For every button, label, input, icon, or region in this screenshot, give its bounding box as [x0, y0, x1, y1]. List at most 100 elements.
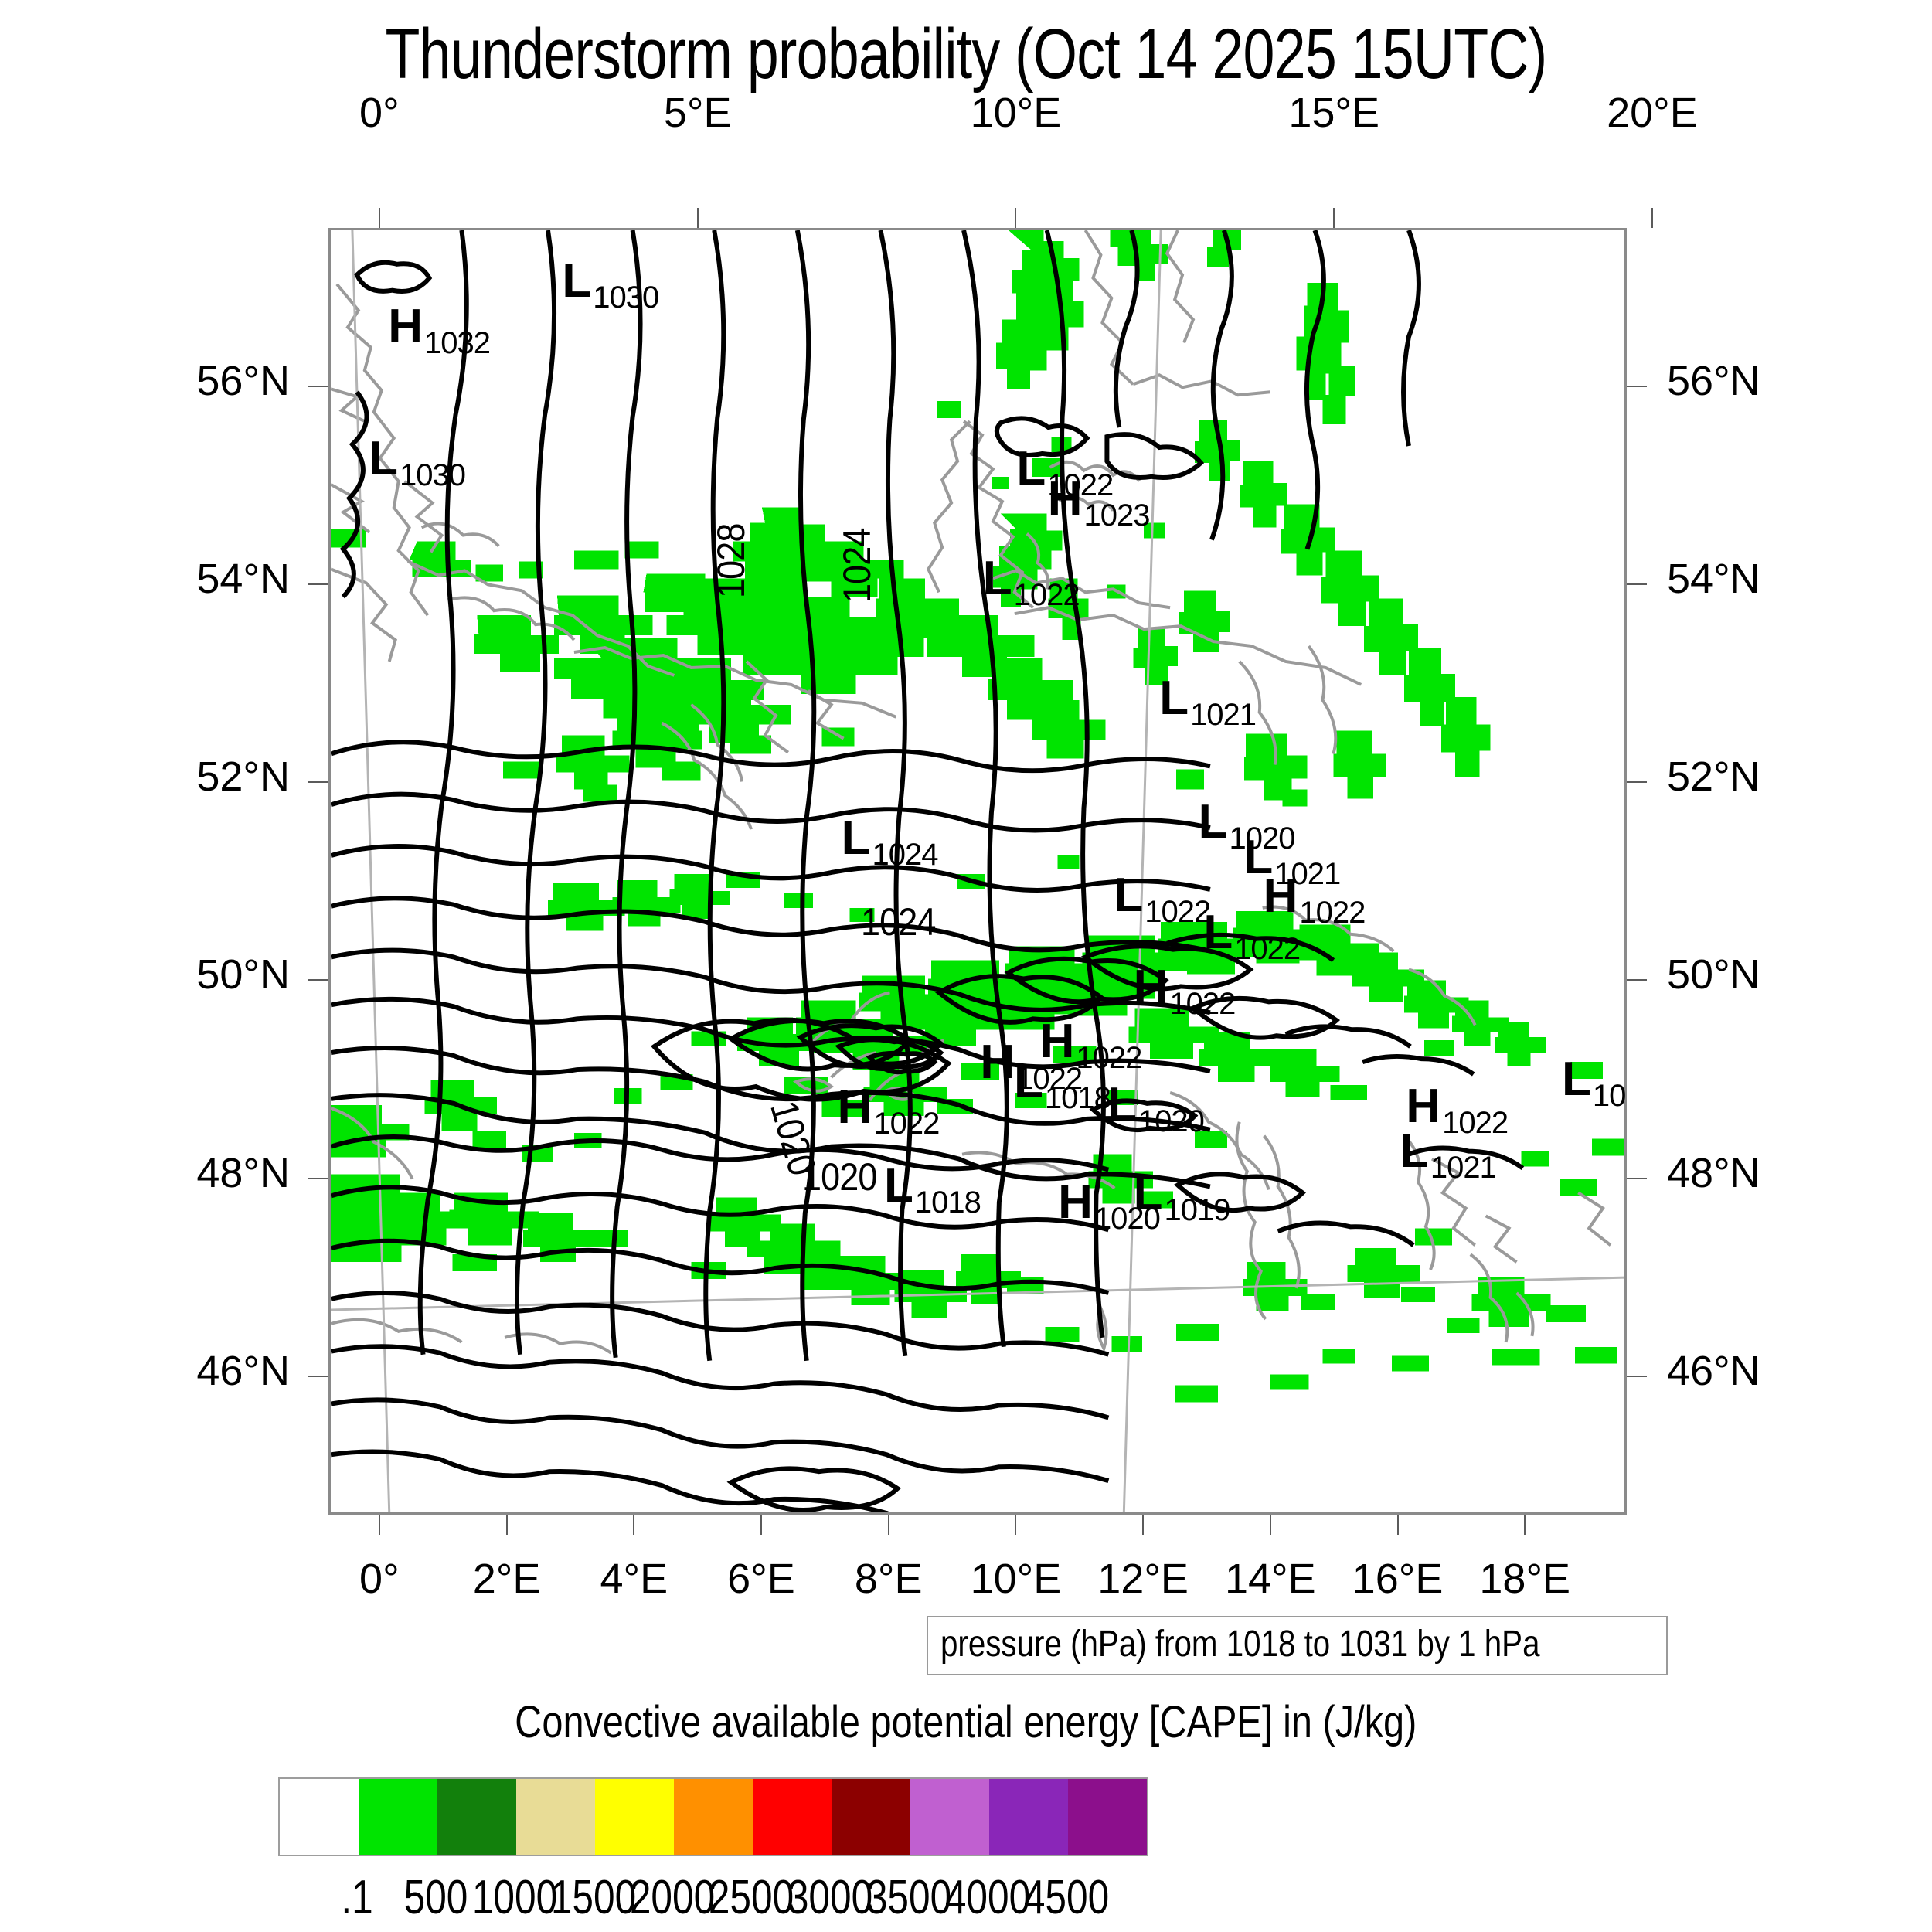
lon-tick-bottom: [1396, 1515, 1399, 1535]
colorbar-cell: [910, 1779, 989, 1855]
pressure-center-marker: L1022: [1016, 445, 1114, 502]
pressure-center-marker: L1022: [1203, 905, 1301, 964]
lat-tick-left: [308, 1375, 328, 1377]
colorbar-label: 1500: [550, 1871, 637, 1924]
colorbar-label: 1000: [471, 1871, 558, 1924]
pressure-center-type: H: [1133, 961, 1168, 1015]
pressure-center-value: 1024: [872, 838, 938, 872]
lon-label-bottom: 8°E: [854, 1556, 923, 1602]
pressure-center-marker: H1022: [1133, 961, 1236, 1020]
lon-label-bottom: 2°E: [472, 1556, 541, 1602]
pressure-contour-legend: pressure (hPa) from 1018 to 1031 by 1 hP…: [927, 1616, 1668, 1675]
pressure-center-type: H: [388, 299, 423, 353]
colorbar-label: 2000: [629, 1871, 716, 1924]
lat-tick-right: [1627, 1177, 1647, 1179]
colorbar-cell: [595, 1779, 674, 1855]
pressure-center-type: L: [982, 551, 1012, 605]
pressure-center-type: L: [1107, 1077, 1137, 1131]
lat-tick-left: [308, 385, 328, 387]
pressure-center-marker: H1032: [388, 299, 491, 359]
pressure-center-value: 1020: [1138, 1104, 1205, 1138]
lon-tick-top: [1651, 208, 1653, 228]
isobar-value-label: 1024: [835, 528, 879, 604]
map-plot-area: [328, 228, 1627, 1515]
colorbar-label: 500: [403, 1871, 468, 1924]
lat-label-right: 50°N: [1667, 951, 1760, 998]
pressure-center-value: 1030: [593, 281, 659, 315]
pressure-center-marker: L1021: [1400, 1127, 1497, 1183]
pressure-center-value: 1022: [1169, 987, 1236, 1022]
pressure-center-marker: H1022: [980, 1038, 1083, 1094]
colorbar-label: 3500: [866, 1871, 952, 1924]
colorbar-label: 4500: [1023, 1871, 1110, 1924]
pressure-center-type: L: [884, 1158, 913, 1213]
pressure-center-value: 10: [1592, 1078, 1626, 1113]
colorbar-label: 4000: [944, 1871, 1031, 1924]
pressure-center-value: 1022: [1016, 1061, 1083, 1096]
isobar-value-label: 1028: [709, 523, 753, 598]
coastline-layer: [331, 230, 1612, 1355]
lon-tick-top: [1333, 208, 1335, 228]
pressure-center-marker: L1022: [982, 551, 1080, 611]
map-canvas: [331, 230, 1624, 1512]
lon-label-bottom: 10°E: [970, 1556, 1062, 1602]
pressure-center-marker: L1030: [562, 257, 659, 314]
lat-label-left: 46°N: [196, 1347, 290, 1394]
lon-tick-bottom: [887, 1515, 889, 1535]
colorbar-label: 3000: [787, 1871, 873, 1924]
pressure-center-marker: H1023: [1048, 474, 1151, 531]
pressure-center-marker: L1024: [842, 815, 939, 871]
lon-label-top: 20°E: [1607, 90, 1698, 136]
pressure-center-marker: L1022: [1114, 871, 1211, 927]
lon-tick-bottom: [1524, 1515, 1526, 1535]
pressure-center-marker: H1022: [1039, 1015, 1143, 1074]
lat-tick-right: [1627, 979, 1647, 981]
pressure-center-marker: H1022: [838, 1083, 940, 1140]
lon-tick-bottom: [378, 1515, 380, 1535]
pressure-center-value: 1021: [1430, 1150, 1497, 1185]
lat-label-left: 50°N: [196, 951, 290, 998]
lat-tick-left: [308, 583, 328, 586]
pressure-center-marker: H1020: [1058, 1179, 1161, 1235]
lat-tick-right: [1627, 781, 1647, 784]
isobar-value-label: 1024: [860, 900, 936, 944]
pressure-center-value: 1022: [1234, 931, 1301, 966]
lat-tick-right: [1627, 385, 1647, 387]
lat-label-right: 54°N: [1667, 556, 1760, 603]
pressure-center-marker: L1018: [1014, 1054, 1111, 1114]
lat-label-right: 56°N: [1667, 357, 1760, 404]
lat-tick-right: [1627, 1375, 1647, 1377]
lon-label-bottom: 12°E: [1097, 1556, 1189, 1602]
lat-tick-left: [308, 781, 328, 784]
pressure-center-value: 1021: [1274, 857, 1341, 892]
colorbar-caption-text: Convective available potential energy [C…: [515, 1697, 1417, 1747]
pressure-center-marker: L1021: [1159, 671, 1257, 730]
pressure-center-type: H: [1039, 1015, 1075, 1069]
colorbar-cell: [359, 1779, 437, 1855]
lon-tick-top: [696, 208, 699, 228]
colorbar-cell: [516, 1779, 595, 1855]
colorbar-label: .1: [341, 1871, 373, 1924]
lat-label-left: 54°N: [196, 556, 290, 603]
pressure-center-marker: L1021: [1243, 834, 1341, 890]
lat-tick-right: [1627, 583, 1647, 586]
lon-label-top: 15°E: [1288, 90, 1380, 136]
pressure-center-type: L: [1203, 905, 1233, 959]
colorbar-cell: [832, 1779, 910, 1855]
pressure-center-value: 1021: [1190, 697, 1257, 732]
lon-label-top: 0°: [359, 90, 400, 136]
lon-tick-top: [378, 208, 380, 228]
pressure-center-value: 1022: [873, 1107, 940, 1141]
pressure-center-value: 1022: [1076, 1041, 1142, 1076]
pressure-center-type: L: [1198, 794, 1228, 849]
pressure-center-marker: L1030: [369, 435, 466, 492]
lon-label-bottom: 6°E: [727, 1556, 795, 1602]
pressure-center-type: L: [1159, 671, 1189, 725]
pressure-center-marker: L10: [1562, 1055, 1626, 1111]
lat-label-right: 46°N: [1667, 1347, 1760, 1394]
pressure-center-value: 1030: [399, 458, 466, 493]
lat-label-left: 48°N: [196, 1149, 290, 1196]
colorbar-label: 2500: [708, 1871, 794, 1924]
pressure-center-marker: L1018: [884, 1158, 981, 1218]
pressure-center-type: L: [1014, 1054, 1043, 1108]
